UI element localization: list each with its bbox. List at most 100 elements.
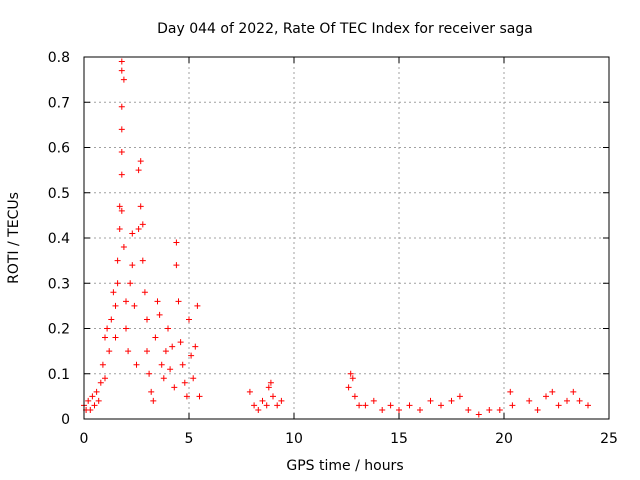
data-point [127, 280, 134, 287]
data-point [112, 302, 119, 309]
data-point [110, 289, 117, 296]
data-point [177, 339, 184, 346]
data-point [135, 167, 142, 174]
x-tick-label: 0 [80, 431, 89, 447]
data-point [158, 361, 165, 368]
data-point [118, 103, 125, 110]
data-point [148, 388, 155, 395]
data-point [192, 343, 199, 350]
data-point [188, 352, 195, 359]
data-point [89, 393, 96, 400]
data-point [144, 348, 150, 355]
data-point [526, 397, 533, 404]
data-point [129, 230, 136, 237]
y-tick-label: 0.3 [48, 276, 70, 292]
data-point [486, 406, 493, 413]
data-point [190, 375, 197, 382]
data-point [274, 402, 281, 409]
y-tick-label: 0.1 [48, 367, 70, 383]
data-point [347, 370, 354, 377]
data-point [448, 397, 455, 404]
data-point [362, 402, 369, 409]
data-point [95, 397, 102, 404]
data-point [118, 171, 125, 178]
data-point [154, 298, 161, 305]
data-point [496, 406, 503, 413]
data-point [106, 348, 113, 355]
data-point [160, 375, 167, 382]
data-point [116, 225, 123, 232]
data-point [150, 397, 157, 404]
y-tick-label: 0.8 [48, 50, 70, 66]
data-point [167, 366, 174, 373]
data-point [509, 402, 516, 409]
data-point [112, 334, 119, 341]
data-point [131, 302, 138, 309]
data-point [181, 379, 188, 386]
y-tick-label: 0.4 [48, 231, 70, 247]
data-point [129, 262, 136, 269]
data-point [555, 402, 562, 409]
data-point [102, 334, 108, 341]
data-point [186, 316, 192, 323]
data-point [165, 325, 171, 332]
data-point [169, 343, 176, 350]
data-point [246, 388, 253, 395]
data-points [81, 58, 591, 418]
data-point [175, 298, 182, 305]
data-point [171, 384, 178, 391]
grid-lines [84, 57, 609, 419]
data-point [255, 406, 262, 413]
data-point [87, 406, 94, 413]
data-point [278, 397, 285, 404]
data-point [370, 397, 377, 404]
data-point [183, 393, 190, 400]
x-tick-label: 25 [600, 431, 618, 447]
data-point [564, 397, 570, 404]
data-point [507, 388, 514, 395]
data-point [576, 397, 583, 404]
data-point [152, 334, 159, 341]
data-point [475, 411, 482, 418]
y-tick-label: 0.7 [48, 95, 70, 111]
data-point [93, 388, 100, 395]
data-point [104, 325, 111, 332]
data-point [85, 397, 92, 404]
data-point [345, 384, 352, 391]
data-point [417, 406, 423, 413]
data-point [379, 406, 386, 413]
data-point [585, 402, 591, 409]
data-point [351, 393, 358, 400]
data-point [123, 325, 129, 332]
data-point [173, 239, 180, 246]
data-point [173, 262, 180, 269]
data-point [156, 311, 163, 318]
chart-title: Day 044 of 2022, Rate Of TEC Index for r… [157, 21, 533, 37]
data-point [91, 402, 98, 409]
data-point [139, 257, 146, 264]
data-point [118, 149, 125, 156]
x-tick-label: 5 [185, 431, 194, 447]
data-point [116, 203, 123, 210]
data-point [114, 280, 121, 287]
data-point [265, 384, 272, 391]
data-point [179, 361, 186, 368]
x-tick-label: 15 [390, 431, 408, 447]
data-point [570, 388, 577, 395]
data-point [251, 402, 258, 409]
data-point [144, 316, 150, 323]
data-point [97, 379, 104, 386]
data-point [387, 402, 394, 409]
x-axis-label: GPS time / hours [286, 458, 403, 474]
y-tick-label: 0 [61, 412, 70, 428]
data-point [162, 348, 169, 355]
data-point [118, 207, 125, 214]
data-point [438, 402, 444, 409]
y-tick-label: 0.6 [48, 141, 70, 157]
data-point [549, 388, 556, 395]
data-point [456, 393, 463, 400]
x-tick-label: 20 [495, 431, 513, 447]
data-point [123, 298, 129, 305]
data-point [118, 67, 125, 74]
